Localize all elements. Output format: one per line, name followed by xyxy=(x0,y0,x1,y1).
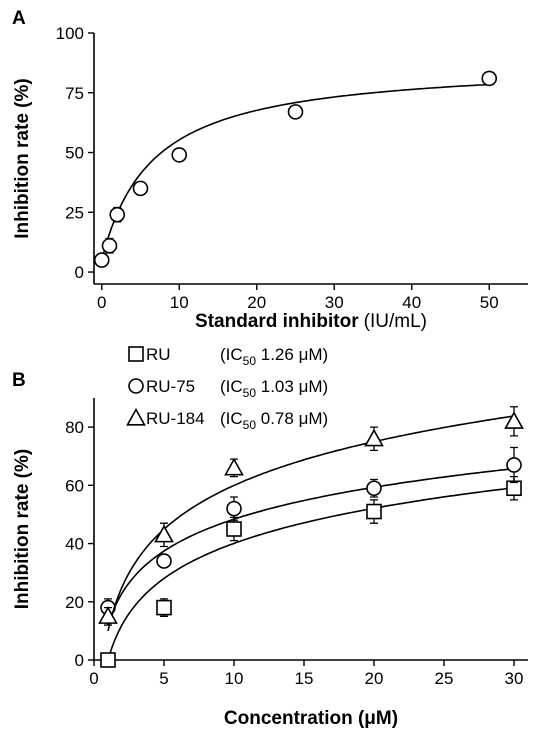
x-tick-label: 10 xyxy=(170,293,189,312)
ic50-prefix: (IC xyxy=(220,377,243,396)
circle-marker xyxy=(366,480,382,497)
legend-entry-name: RU-184 xyxy=(146,409,205,428)
x-tick-label: 40 xyxy=(402,293,421,312)
circle-marker xyxy=(481,70,498,87)
fit-curve xyxy=(107,486,515,661)
y-tick-label: 0 xyxy=(75,651,84,670)
y-tick-label: 20 xyxy=(65,593,84,612)
y-tick-label: 0 xyxy=(75,263,84,282)
legend-entry-ic50: (IC50 1.26 μM) xyxy=(220,345,328,368)
ic50-subscript: 50 xyxy=(243,386,257,400)
panel-letter: A xyxy=(12,8,26,29)
ic50-value: 0.78 μM) xyxy=(256,409,328,428)
x-tick-label: 30 xyxy=(325,293,344,312)
y-tick-label: 100 xyxy=(56,24,84,43)
series-ru-184 xyxy=(98,406,524,632)
y-tick-label: 50 xyxy=(65,144,84,163)
x-tick-label: 10 xyxy=(225,669,244,688)
series-data xyxy=(93,70,498,268)
triangle-marker xyxy=(154,524,174,543)
fit-curve xyxy=(101,83,490,261)
square-marker xyxy=(100,652,116,668)
circle-marker xyxy=(101,237,118,254)
x-tick-label: 15 xyxy=(295,669,314,688)
y-tick-label: 25 xyxy=(65,203,84,222)
y-tick-label: 80 xyxy=(65,418,84,437)
square-marker xyxy=(156,599,172,616)
x-axis-title-unit: (IU/mL) xyxy=(364,311,427,332)
ic50-prefix: (IC xyxy=(220,345,243,364)
panel-letter: B xyxy=(12,370,26,391)
legend-entry-name: RU xyxy=(146,345,171,364)
legend: RU (IC50 1.26 μM)RU-75 (IC50 1.03 μM)RU-18… xyxy=(126,345,328,432)
ic50-subscript: 50 xyxy=(243,418,257,432)
ic50-value: 1.26 μM) xyxy=(256,345,328,364)
x-tick-label: 30 xyxy=(505,669,524,688)
x-axis-title: Concentration (μM) xyxy=(224,708,398,729)
fit-curve xyxy=(107,415,515,632)
y-tick-label: 40 xyxy=(65,535,84,554)
y-tick-label: 60 xyxy=(65,476,84,495)
triangle-marker xyxy=(224,457,244,476)
x-axis-title-main: Standard inhibitor xyxy=(195,311,359,332)
fit-curve xyxy=(107,467,515,626)
x-tick-label: 20 xyxy=(247,293,266,312)
triangle-marker xyxy=(126,407,146,426)
x-tick-label: 50 xyxy=(480,293,499,312)
y-tick-label: 75 xyxy=(65,84,84,103)
x-axis-title: Standard inhibitor (IU/mL) xyxy=(195,311,427,332)
series-ru xyxy=(100,475,522,668)
legend-entry-ic50: (IC50 1.03 μM) xyxy=(220,377,328,400)
ic50-subscript: 50 xyxy=(243,354,257,368)
circle-marker xyxy=(156,553,172,569)
ic50-value: 1.03 μM) xyxy=(256,377,328,396)
circle-marker xyxy=(132,180,149,197)
circle-marker xyxy=(93,252,110,268)
triangle-marker xyxy=(98,606,118,624)
circle-marker xyxy=(506,457,522,473)
x-tick-label: 20 xyxy=(365,669,384,688)
x-tick-label: 0 xyxy=(89,669,98,688)
legend-entry-name: RU-75 xyxy=(146,377,195,396)
triangle-marker xyxy=(364,428,384,447)
square-marker xyxy=(226,521,242,537)
circle-marker xyxy=(171,147,188,163)
panel-b: B 0 20 40 60 80 0 5 10 15 20 25 30 Inhibition rate (%… xyxy=(12,345,528,729)
circle-marker xyxy=(226,500,242,517)
square-marker xyxy=(506,480,522,497)
x-tick-label: 5 xyxy=(159,669,168,688)
x-axis-title-main: Concentration (μM) xyxy=(224,708,398,729)
x-tick-label: 25 xyxy=(435,669,454,688)
y-axis-title: Inhibition rate (%) xyxy=(12,449,33,609)
legend-entry-ic50: (IC50 0.78 μM) xyxy=(220,409,328,432)
panel-a: A 0 25 50 75 100 0 10 20 30 40 50 Inhibition rate (%… xyxy=(12,8,528,332)
ic50-prefix: (IC xyxy=(220,409,243,428)
square-marker xyxy=(128,346,144,362)
circle-marker xyxy=(128,378,144,394)
circle-marker xyxy=(287,104,304,120)
series-ru-75 xyxy=(100,446,522,626)
y-axis-title: Inhibition rate (%) xyxy=(12,78,33,238)
triangle-marker xyxy=(504,411,524,429)
circle-marker xyxy=(109,206,126,223)
square-marker xyxy=(366,503,382,520)
x-tick-label: 0 xyxy=(97,293,106,312)
